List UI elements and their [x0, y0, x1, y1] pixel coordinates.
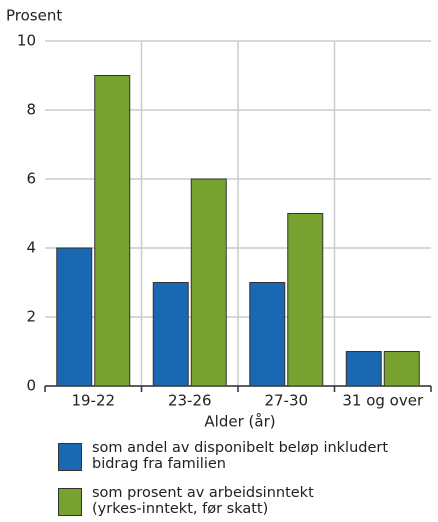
legend-label: som prosent av arbeidsinntekt (yrkes-inn… [92, 485, 314, 517]
x-tick-label: 23-26 [168, 392, 212, 410]
x-tick-label: 31 og over [342, 392, 424, 410]
x-tick-label: 19-22 [71, 392, 115, 410]
y-tick-label: 6 [26, 170, 36, 188]
bar [56, 247, 93, 387]
x-axis-label: Alder (år) [204, 413, 275, 431]
y-tick-label: 8 [26, 101, 36, 119]
y-tick-label: 4 [26, 239, 36, 257]
y-tick-label: 0 [26, 377, 36, 395]
y-axis-label: Prosent [6, 7, 62, 25]
bar [287, 213, 324, 387]
y-tick-label: 2 [26, 308, 36, 326]
bar [249, 282, 286, 387]
bar [190, 178, 227, 387]
chart: Prosent Alder (år) 0 2 4 6 8 10 19-22 23-26 27-3… [6, 7, 432, 431]
x-tick-label: 27-30 [264, 392, 308, 410]
legend-item: som andel av disponibelt beløp inkludert… [58, 440, 392, 472]
bar [94, 75, 131, 387]
legend-swatch [58, 488, 82, 516]
bar [345, 351, 382, 387]
y-tick-label: 10 [17, 32, 36, 50]
legend-swatch [58, 443, 82, 471]
legend-label: som andel av disponibelt beløp inkludert… [92, 440, 389, 472]
legend-item: som prosent av arbeidsinntekt (yrkes-inn… [58, 485, 342, 517]
bar [152, 282, 189, 387]
bar [383, 351, 420, 387]
